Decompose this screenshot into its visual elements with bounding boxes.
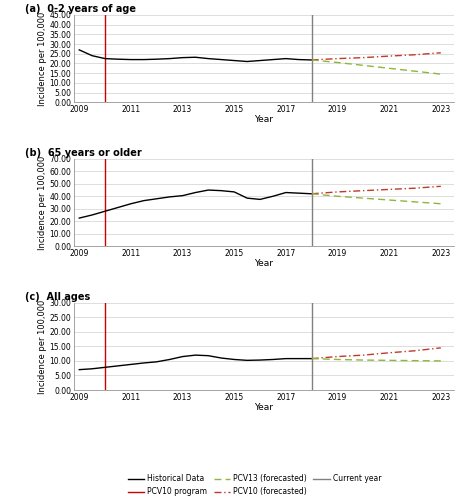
Y-axis label: Incidence per 100,000: Incidence per 100,000 [38,300,47,394]
Text: (b)  65 years or older: (b) 65 years or older [25,148,142,158]
X-axis label: Year: Year [254,116,274,124]
X-axis label: Year: Year [254,260,274,268]
X-axis label: Year: Year [254,403,274,412]
Y-axis label: Incidence per 100,000: Incidence per 100,000 [38,156,47,250]
Text: (a)  0-2 years of age: (a) 0-2 years of age [25,4,136,14]
Legend: Historical Data, PCV10 program, PCV13 (forecasted), PCV10 (forecasted), Current : Historical Data, PCV10 program, PCV13 (f… [128,474,382,496]
Y-axis label: Incidence per 100,000: Incidence per 100,000 [38,12,47,106]
Text: (c)  All ages: (c) All ages [25,292,90,302]
